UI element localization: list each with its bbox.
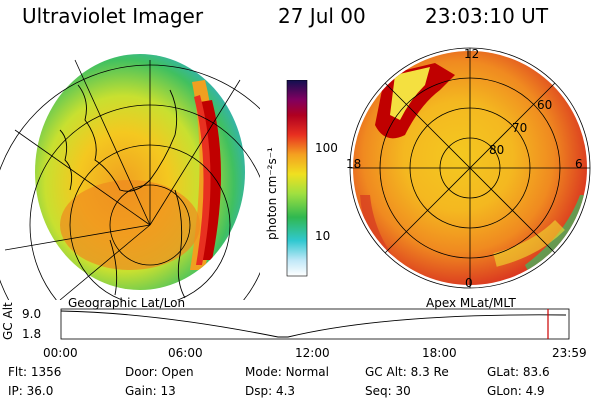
xtick-00: 00:00 — [43, 346, 78, 360]
coastline-outline — [59, 84, 186, 299]
status-gain: Gain: 13 — [125, 384, 176, 398]
mlt-label-6: 6 — [575, 157, 583, 171]
date-label: 27 Jul 00 — [278, 4, 366, 28]
mlt-label-0: 0 — [465, 276, 473, 290]
geographic-image-panel — [0, 54, 260, 300]
mlat-label-80: 80 — [489, 143, 505, 157]
lat-lon-grid — [0, 59, 260, 300]
status-ip: IP: 36.0 — [8, 384, 54, 398]
mlat-mlt-grid — [349, 47, 591, 289]
colorbar-tick-100: 100 — [315, 141, 338, 155]
mlat-label-60: 60 — [537, 98, 553, 112]
xtick-2359: 23:59 — [552, 346, 587, 360]
uv-intensity-image — [35, 54, 245, 290]
colorbar-label: photon cm⁻²s⁻¹ — [265, 147, 279, 240]
status-glon: GLon: 4.9 — [487, 384, 545, 398]
status-seq: Seq: 30 — [365, 384, 411, 398]
altitude-timeline — [60, 308, 570, 340]
timeline-frame — [60, 308, 570, 340]
apex-caption: Apex MLat/MLT — [426, 296, 516, 310]
xtick-18: 18:00 — [422, 346, 457, 360]
altitude-ylabel: GC Alt — [1, 302, 15, 340]
mlat-label-70: 70 — [512, 121, 528, 135]
status-glat: GLat: 83.6 — [487, 365, 550, 379]
mlt-label-18: 18 — [346, 157, 362, 171]
mlt-label-12: 12 — [464, 47, 480, 61]
status-dsp: Dsp: 4.3 — [245, 384, 296, 398]
altitude-ytick-min: 1.8 — [22, 327, 42, 341]
geographic-caption: Geographic Lat/Lon — [68, 296, 186, 310]
status-gc-alt: GC Alt: 8.3 Re — [365, 365, 449, 379]
status-door: Door: Open — [125, 365, 194, 379]
app-title: Ultraviolet Imager — [22, 4, 204, 28]
status-flt: Flt: 1356 — [8, 365, 62, 379]
polar-image-panel — [349, 47, 591, 289]
time-label: 23:03:10 UT — [425, 4, 549, 28]
xtick-12: 12:00 — [295, 346, 330, 360]
altitude-curve — [60, 310, 567, 338]
colorbar — [286, 80, 308, 277]
status-mode: Mode: Normal — [245, 365, 329, 379]
altitude-ytick-max: 9.0 — [22, 307, 42, 321]
xtick-06: 06:00 — [168, 346, 203, 360]
colorbar-tick-10: 10 — [315, 229, 331, 243]
